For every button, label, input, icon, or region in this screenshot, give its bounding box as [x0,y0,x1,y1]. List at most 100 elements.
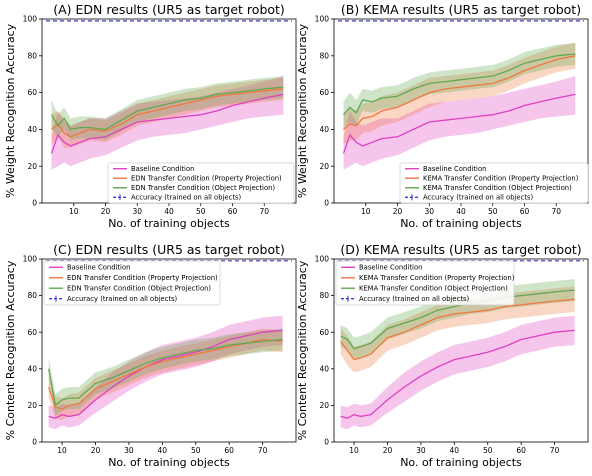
x-tick-label: 30 [416,446,426,455]
legend-label: Accuracy (trained on all objects) [423,194,534,202]
y-tick-label: 0 [32,438,37,447]
x-tick-label: 20 [91,446,101,455]
y-tick-label: 80 [27,51,37,60]
x-tick-label: 70 [550,446,560,455]
y-tick-label: 40 [319,125,329,134]
legend-label: KEMA Transfer Condition (Object Projecti… [423,184,572,192]
x-tick-label: 40 [450,446,460,455]
x-tick-label: 30 [424,207,434,216]
legend: Baseline Condition KEMA Transfer Conditio… [335,260,515,306]
legend-frame [43,260,221,306]
legend-frame [399,162,589,204]
x-tick-label: 70 [258,446,268,455]
x-axis-label: No. of training objects [400,456,522,469]
chart-title: (A) EDN results (UR5 as target robot) [53,2,285,17]
series-band-2 [343,42,576,145]
series-band-1 [343,76,576,170]
legend: Baseline Condition KEMA Transfer Conditio… [399,162,589,204]
plot-area [46,20,292,170]
x-tick-label: 40 [456,207,466,216]
x-tick-label: 10 [57,446,67,455]
legend-frame [107,162,295,204]
y-tick-label: 100 [315,15,330,24]
x-tick-label: 10 [361,207,371,216]
y-tick-label: 40 [319,364,329,373]
chart-panel-3: (C) EDN results (UR5 as target robot) No.… [4,242,297,469]
y-tick-label: 80 [319,51,329,60]
y-tick-label: 0 [324,438,329,447]
x-tick-label: 30 [124,446,134,455]
x-tick-label: 50 [488,207,498,216]
y-tick-label: 100 [23,15,38,24]
x-tick-label: 50 [483,446,493,455]
legend-label: Baseline Condition [359,264,422,272]
series-band-3 [340,279,575,360]
y-tick-label: 60 [27,88,37,97]
x-tick-label: 60 [224,446,234,455]
legend-label: KEMA Transfer Condition (Object Projecti… [359,285,508,293]
x-tick-label: 60 [228,207,238,216]
y-tick-label: 100 [23,255,38,264]
chart-panel-1: (A) EDN results (UR5 as target robot) No.… [4,2,297,230]
series-band-3 [343,42,576,128]
legend: Baseline Condition EDN Transfer Condition… [43,260,221,306]
legend-label: EDN Transfer Condition (Property Project… [67,274,218,282]
y-axis-label: % Weight Recognition Accuracy [296,23,309,198]
series-line-2 [48,338,283,410]
x-tick-label: 20 [383,446,393,455]
x-tick-label: 10 [349,446,359,455]
y-axis-label: % Content Recognition Accuracy [4,260,17,440]
legend-label: Accuracy (trained on all objects) [131,194,242,202]
series-band-3 [48,328,283,417]
y-tick-label: 100 [315,255,330,264]
y-tick-label: 60 [319,88,329,97]
y-axis-label: % Content Recognition Accuracy [296,260,309,440]
x-tick-label: 20 [101,207,111,216]
x-tick-label: 20 [393,207,403,216]
legend-label: Baseline Condition [423,165,486,173]
legend-label: Baseline Condition [67,264,130,272]
series-band-1 [51,76,284,170]
series-line-2 [51,88,284,138]
series-band-2 [48,328,283,420]
x-tick-label: 60 [516,446,526,455]
y-tick-label: 20 [27,401,37,410]
series-line-3 [48,338,283,407]
plot-frame [333,258,589,443]
y-axis-label: % Weight Recognition Accuracy [4,23,17,198]
legend: Baseline Condition EDN Transfer Condition… [107,162,295,204]
chart-panel-2: (B) KEMA results (UR5 as target robot) No… [296,2,589,230]
x-tick-label: 70 [551,207,561,216]
y-tick-label: 20 [319,162,329,171]
y-tick-label: 60 [27,328,37,337]
legend-label: EDN Transfer Condition (Object Projectio… [131,184,275,192]
x-tick-label: 30 [132,207,142,216]
plot-area [46,260,292,430]
series-line-3 [50,86,284,131]
series-line-2 [340,298,575,361]
y-tick-label: 60 [319,328,329,337]
series-band-1 [48,315,283,430]
x-tick-label: 70 [259,207,269,216]
series-line-1 [342,93,576,154]
x-tick-label: 50 [191,446,201,455]
series-line-3 [340,289,575,350]
y-tick-label: 80 [27,291,37,300]
plot-area [338,260,584,430]
x-axis-label: No. of training objects [108,456,230,469]
legend-frame [335,260,515,306]
x-tick-label: 40 [164,207,174,216]
series-line-3 [343,53,576,116]
legend-label: Accuracy (trained on all objects) [67,295,178,303]
legend-label: KEMA Transfer Condition (Property Projec… [423,175,579,183]
chart-title: (B) KEMA results (UR5 as target robot) [341,2,581,17]
chart-title: (C) EDN results (UR5 as target robot) [53,242,285,257]
x-tick-label: 40 [158,446,168,455]
legend-label: KEMA Transfer Condition (Property Projec… [359,274,515,282]
plot-area [338,20,584,170]
x-axis-label: No. of training objects [400,217,522,230]
y-tick-label: 20 [27,162,37,171]
x-tick-label: 10 [69,207,79,216]
chart-panel-4: (D) KEMA results (UR5 as target robot) No… [296,242,589,469]
